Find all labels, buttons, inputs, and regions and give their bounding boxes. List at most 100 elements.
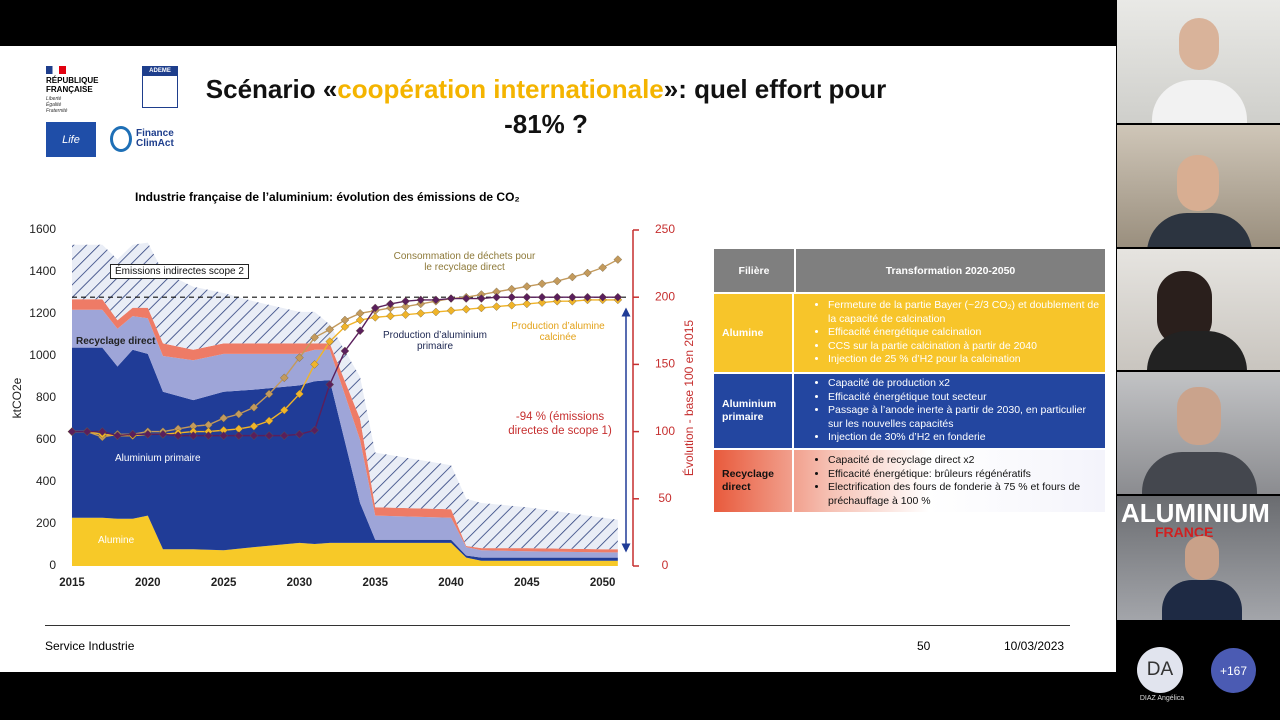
bullet-item: Efficacité énergétique tout secteur bbox=[828, 391, 1101, 405]
x-tick-label: 2050 bbox=[590, 577, 616, 589]
bullet-item: Injection de 25 % d’H2 pour la calcinati… bbox=[828, 353, 1101, 367]
index-marker bbox=[234, 431, 244, 440]
person bbox=[1179, 18, 1219, 70]
person bbox=[1152, 80, 1247, 123]
index-marker bbox=[82, 427, 92, 436]
index-marker bbox=[264, 389, 274, 399]
index-marker bbox=[370, 303, 380, 313]
index-marker bbox=[386, 311, 395, 321]
x-tick-label: 2015 bbox=[59, 577, 85, 589]
person bbox=[1177, 387, 1221, 445]
index-marker bbox=[370, 313, 380, 322]
row-body: Fermeture de la partie Bayer (~2/3 CO₂) … bbox=[794, 294, 1105, 372]
y2-tick-label: 50 bbox=[658, 491, 672, 505]
index-marker bbox=[310, 333, 319, 342]
video-tile[interactable] bbox=[1117, 0, 1280, 123]
y-tick-label: 1400 bbox=[29, 264, 56, 278]
index-marker bbox=[507, 284, 516, 294]
index-marker bbox=[507, 300, 516, 310]
index-marker bbox=[583, 268, 592, 278]
stacked-area bbox=[72, 242, 618, 550]
index-marker bbox=[279, 373, 289, 383]
index-marker bbox=[158, 430, 168, 439]
stacked-area bbox=[72, 309, 618, 558]
chart-title: Industrie française de l’aluminium: évol… bbox=[135, 190, 520, 204]
row-body: Capacité de recyclage direct x2Efficacit… bbox=[794, 450, 1105, 512]
index-marker bbox=[264, 416, 274, 426]
index-marker bbox=[355, 315, 365, 325]
y-axis-label: ktCO2e bbox=[10, 377, 24, 418]
x-tick-label: 2040 bbox=[438, 577, 464, 589]
index-marker bbox=[401, 296, 410, 306]
more-participants[interactable]: +167 bbox=[1211, 648, 1256, 693]
index-marker bbox=[219, 413, 228, 423]
index-marker bbox=[598, 263, 607, 272]
area-label: Aluminium primaire bbox=[115, 453, 201, 464]
index-marker bbox=[113, 431, 122, 440]
index-marker bbox=[477, 294, 486, 303]
video-tile[interactable] bbox=[1117, 125, 1280, 247]
index-marker bbox=[204, 431, 213, 440]
ademe-label: ADEME bbox=[143, 67, 177, 76]
flag-logo bbox=[46, 66, 66, 74]
x-tick-label: 2030 bbox=[287, 577, 313, 589]
index-marker bbox=[264, 431, 274, 440]
index-marker bbox=[583, 292, 592, 302]
index-marker bbox=[219, 431, 228, 440]
y2-tick-label: 0 bbox=[662, 558, 669, 572]
avatar[interactable]: DA bbox=[1137, 647, 1183, 693]
index-marker bbox=[537, 279, 547, 289]
y-tick-label: 800 bbox=[36, 390, 56, 404]
y2-tick-label: 100 bbox=[655, 424, 675, 438]
index-marker bbox=[128, 430, 137, 439]
finance-logo: Finance ClimAct bbox=[136, 128, 174, 149]
index-marker bbox=[416, 295, 426, 305]
person bbox=[1177, 155, 1219, 211]
title-part: Scénario « bbox=[205, 74, 338, 104]
table-row: Recyclage directCapacité de recyclage di… bbox=[714, 450, 1105, 514]
index-marker bbox=[325, 380, 335, 389]
index-marker bbox=[446, 306, 456, 315]
row-label: Alumine bbox=[714, 294, 794, 372]
index-marker bbox=[568, 272, 577, 282]
y-tick-label: 600 bbox=[36, 432, 56, 446]
transformation-table: Filière Transformation 2020-2050 Alumine Fe… bbox=[714, 249, 1105, 514]
bullet-item: Passage à l’anode inerte à partir de 203… bbox=[828, 404, 1101, 431]
index-marker bbox=[325, 325, 335, 334]
video-tile[interactable]: ALUMINIUM FRANCE bbox=[1117, 496, 1280, 620]
index-marker bbox=[477, 303, 486, 313]
x-tick-label: 2020 bbox=[135, 577, 161, 589]
index-marker bbox=[492, 292, 501, 302]
index-marker bbox=[416, 309, 426, 318]
stacked-area bbox=[72, 515, 618, 566]
table-header: Filière Transformation 2020-2050 bbox=[714, 249, 1105, 294]
x-tick-label: 2035 bbox=[362, 577, 388, 589]
row-label: Aluminium primaire bbox=[714, 374, 794, 448]
index-marker bbox=[310, 425, 319, 435]
index-marker bbox=[598, 292, 607, 302]
devise: Liberté Égalité Fraternité bbox=[46, 96, 68, 114]
person bbox=[1142, 452, 1257, 494]
index-marker bbox=[340, 346, 350, 356]
footer-date: 10/03/2023 bbox=[1004, 639, 1065, 653]
y2-tick-label: 250 bbox=[655, 222, 675, 236]
finance-logo-mark bbox=[110, 126, 132, 152]
y-tick-label: 1200 bbox=[29, 306, 56, 320]
video-tile[interactable] bbox=[1117, 249, 1280, 370]
bullet-list: Capacité de recyclage direct x2Efficacit… bbox=[798, 454, 1101, 508]
index-marker bbox=[446, 294, 456, 303]
index-marker bbox=[295, 353, 304, 362]
bullet-item: Electrification des fours de fonderie à … bbox=[828, 481, 1101, 508]
bullet-item: Capacité de production x2 bbox=[828, 377, 1101, 391]
annotation: -94 % (émissions directes de scope 1) bbox=[508, 411, 612, 437]
bullet-list: Capacité de production x2Efficacité éner… bbox=[798, 377, 1101, 445]
index-marker bbox=[189, 431, 198, 440]
video-tile[interactable] bbox=[1117, 372, 1280, 494]
y2-tick-label: 150 bbox=[655, 357, 675, 371]
index-marker bbox=[522, 292, 532, 302]
index-marker bbox=[552, 276, 562, 286]
index-marker bbox=[249, 421, 259, 431]
line-label: Consommation de déchets pour le recyclag… bbox=[393, 251, 536, 273]
slide-title: Scénario «coopération internationale»: q… bbox=[196, 72, 896, 142]
line-label: Production d’aluminium primaire bbox=[383, 330, 487, 352]
